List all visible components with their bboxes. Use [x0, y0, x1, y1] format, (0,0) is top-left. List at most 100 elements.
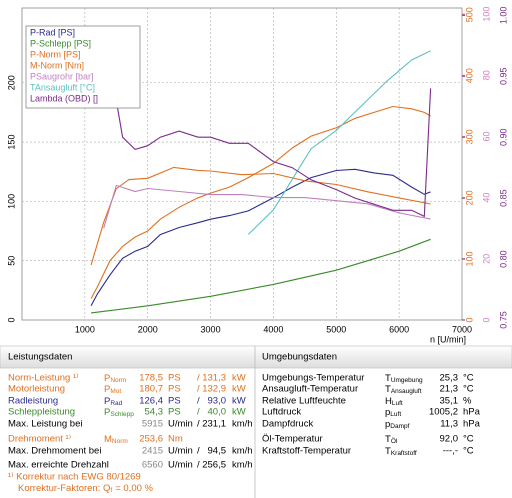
y-tick-label: 200: [464, 190, 474, 205]
legend-entry: Lambda (OBD) []: [30, 93, 98, 103]
series-line: [90, 168, 431, 307]
y-tick-label: 80: [481, 70, 491, 80]
row-label: Max. erreichte Drehzahl: [8, 460, 109, 471]
unit: °C: [463, 373, 474, 384]
row-label: Max. Drehmoment bei: [8, 446, 101, 457]
footnote-text: Korrektur-Faktoren: Q: [18, 483, 110, 494]
unit: U/min: [168, 419, 193, 430]
value: 256,5: [202, 460, 226, 471]
value: 178,5: [139, 373, 163, 384]
symbol-main: P: [104, 396, 110, 407]
symbol-sub: Norm: [110, 377, 126, 384]
legend-entry: TAnsaugluft [°C]: [30, 82, 95, 92]
symbol-sub: Mot: [110, 388, 121, 395]
symbol: TÖl: [385, 434, 398, 445]
tables: Leistungsdaten Umgebungsdaten Norm-Leistun…: [0, 345, 512, 498]
separator: /: [197, 407, 200, 418]
unit: U/min: [168, 460, 193, 471]
separator: /: [197, 446, 200, 457]
value: 92,0: [440, 434, 459, 445]
y-tick-label: 200: [6, 75, 16, 90]
x-tick-label: 6000: [389, 324, 409, 334]
value: 2415: [142, 446, 163, 457]
row-label: Luftdruck: [262, 407, 301, 418]
symbol-main: p: [385, 407, 390, 418]
x-tick-label: 1000: [75, 324, 95, 334]
unit: PS: [168, 384, 181, 395]
symbol-main: T: [385, 373, 391, 384]
y-tick-label: 50: [6, 256, 16, 266]
unit: °C: [463, 384, 474, 395]
y-tick-label: 60: [481, 131, 491, 141]
section-title: Leistungsdaten: [8, 352, 72, 363]
y-tick-label: 0.75: [498, 311, 508, 329]
unit: %: [463, 396, 472, 407]
symbol-main: P: [104, 384, 110, 395]
y-tick-label: 0: [464, 317, 474, 322]
series-line: [91, 238, 431, 314]
value: 35,1: [440, 396, 459, 407]
legend-entry: PSaugrohr [bar]: [30, 71, 94, 81]
symbol-main: P: [104, 407, 110, 418]
separator: /: [197, 460, 200, 471]
unit: U/min: [168, 446, 193, 457]
symbol: HLuft: [385, 396, 403, 407]
y-tick-label: 0: [481, 317, 491, 322]
value: 21,3: [440, 384, 459, 395]
value: 253,6: [139, 434, 163, 445]
y-tick-label: 150: [6, 135, 16, 150]
footnote: Korrektur-Faktoren: Qf = 0,00 %: [18, 483, 154, 494]
unit: PS: [168, 407, 181, 418]
symbol-main: T: [385, 434, 391, 445]
unit: km/h: [232, 460, 253, 471]
unit: kW: [232, 396, 246, 407]
symbol-sub: Dampf: [390, 423, 409, 430]
legend-entry: P-Norm [PS]: [30, 49, 81, 59]
value: 132,9: [202, 384, 226, 395]
symbol-main: H: [385, 396, 392, 407]
symbol-main: p: [385, 419, 390, 430]
y-tick-label: 300: [464, 129, 474, 144]
symbol-sub: Rad: [110, 400, 122, 407]
x-tick-label: 3000: [201, 324, 221, 334]
row-label: Kraftstoff-Temperatur: [262, 446, 351, 457]
symbol: PSchlepp: [104, 407, 134, 418]
symbol-main: T: [385, 446, 391, 457]
unit: hPa: [463, 419, 481, 430]
symbol: PRad: [104, 396, 123, 407]
unit: kW: [232, 407, 246, 418]
series-line: [103, 88, 432, 218]
row-label: Relative Luftfeuchte: [262, 396, 346, 407]
y-tick-label: 0.80: [498, 250, 508, 268]
value: ---,-: [443, 446, 458, 457]
unit: kW: [232, 384, 246, 395]
y-tick-label: 20: [481, 254, 491, 264]
x-tick-label: 5000: [326, 324, 346, 334]
unit: kW: [232, 373, 246, 384]
row-label: Drehmoment ¹⁾: [8, 434, 71, 445]
legend-entry: P-Schlepp [PS]: [30, 38, 91, 48]
y-tick-label: 40: [481, 193, 491, 203]
value: 231,1: [202, 419, 226, 430]
series-line: [103, 184, 431, 229]
y-tick-label: 100: [6, 194, 16, 209]
unit: hPa: [463, 407, 481, 418]
footnote: ¹⁾ Korrektur nach EWG 80/1269: [8, 472, 141, 483]
symbol: pLuft: [385, 407, 401, 418]
symbol: PMot: [104, 384, 121, 395]
y-tick-label: 100: [464, 251, 474, 266]
legend-box: [25, 25, 141, 109]
unit: °C: [463, 434, 474, 445]
symbol: MNorm: [104, 434, 128, 445]
separator: /: [197, 396, 200, 407]
symbol: PNorm: [104, 373, 126, 384]
y-tick-label: 0.90: [498, 128, 508, 146]
series-line: [90, 105, 431, 299]
value: 131,3: [202, 373, 226, 384]
value: 11,3: [440, 419, 458, 430]
row-label: Ansaugluft-Temperatur: [262, 384, 358, 395]
symbol-sub: Luft: [390, 411, 401, 418]
unit: Nm: [168, 434, 183, 445]
y-tick-label: 0.95: [498, 67, 508, 85]
